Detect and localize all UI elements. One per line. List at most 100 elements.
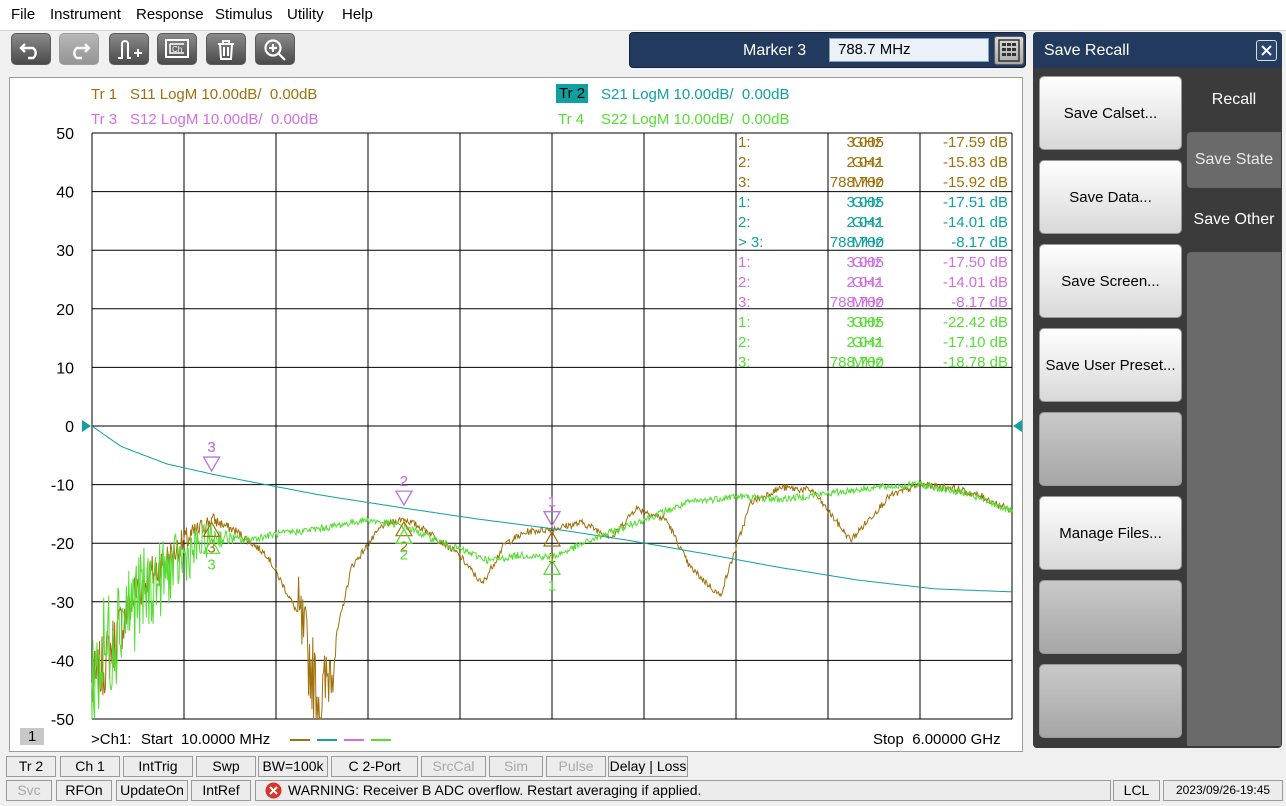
status-c-2-port[interactable]: C 2-Port xyxy=(331,756,418,777)
marker-readout-cell: -17.50 dB xyxy=(942,254,1008,271)
tab-recall[interactable]: Recall xyxy=(1187,72,1281,128)
status-swp[interactable]: Swp xyxy=(196,756,256,777)
marker-number-label: 3 xyxy=(207,439,215,456)
softkey-empty-7[interactable] xyxy=(1039,580,1182,654)
y-tick-label: -20 xyxy=(51,536,74,553)
marker-readout-cell: 2: xyxy=(738,334,751,351)
warning-text: WARNING: Receiver B ADC overflow. Restar… xyxy=(288,782,702,798)
marker-readout-cell: -17.51 dB xyxy=(942,194,1008,211)
trace-1-desc: S11 LogM 10.00dB/ 0.00dB xyxy=(130,86,318,103)
menu-response[interactable]: Response xyxy=(136,6,204,23)
marker-number-label: 2 xyxy=(400,473,408,490)
measurement-window[interactable]: 50 40 30 20 10 0 -10 -20 -30 -40 -50 1 1 1 1 2 2 2 2 3 3 3 3 T… xyxy=(9,77,1023,752)
marker-readout-cell: MHz xyxy=(852,354,883,371)
trace-s22 xyxy=(91,479,1013,720)
delete-button[interactable] xyxy=(206,33,246,65)
save-data-button[interactable]: Save Data... xyxy=(1039,160,1182,234)
undo-icon xyxy=(19,43,37,60)
stop-frequency[interactable]: Stop 6.00000 GHz xyxy=(873,731,1001,748)
zoom-button[interactable] xyxy=(255,33,295,65)
tab-save-other[interactable]: Save Other xyxy=(1187,192,1281,248)
status-ch-1[interactable]: Ch 1 xyxy=(60,756,120,777)
y-tick-label: -30 xyxy=(51,595,74,612)
undo-button[interactable] xyxy=(11,33,51,65)
marker-readout-cell: 788.700 xyxy=(829,234,884,251)
marker-readout-cell: -8.17 dB xyxy=(951,294,1008,311)
menu-instrument[interactable]: Instrument xyxy=(50,6,121,23)
marker-triangle xyxy=(542,559,562,575)
marker-readout-cell: 788.700 xyxy=(829,174,884,191)
marker-readout-cell: 2.041 xyxy=(846,154,884,171)
date-time: 2023/09/26-19:45 xyxy=(1163,780,1283,801)
marker-add-icon xyxy=(118,40,142,59)
redo-button[interactable] xyxy=(59,33,99,65)
marker-readout-cell: 3.005 xyxy=(846,254,884,271)
y-tick-label: -10 xyxy=(51,478,74,495)
marker-readout-cell: -17.59 dB xyxy=(942,134,1008,151)
status-svc[interactable]: Svc xyxy=(6,780,52,801)
marker-triangle xyxy=(394,490,413,507)
save-user-preset-button[interactable]: Save User Preset... xyxy=(1039,328,1182,402)
save-calset-button[interactable]: Save Calset... xyxy=(1039,76,1182,150)
trace-1-id[interactable]: Tr 1 xyxy=(91,86,118,103)
marker-readout-cell: -17.10 dB xyxy=(942,334,1008,351)
status-inttrig[interactable]: IntTrig xyxy=(123,756,193,777)
softkey-empty-5[interactable] xyxy=(1039,412,1182,486)
marker-readout-cell: MHz xyxy=(852,174,883,191)
save-screen-button[interactable]: Save Screen... xyxy=(1039,244,1182,318)
channel-window-icon: Ch xyxy=(165,39,189,58)
marker-readout-cell: GHz xyxy=(852,314,882,331)
marker-readout-cell: 1: xyxy=(738,254,751,271)
menu-utility[interactable]: Utility xyxy=(287,6,324,23)
status-delay-loss[interactable]: Delay | Loss xyxy=(608,756,688,777)
trace-2-desc: S21 LogM 10.00dB/ 0.00dB xyxy=(601,86,790,103)
status-intref[interactable]: IntRef xyxy=(191,780,251,801)
status-updateon[interactable]: UpdateOn xyxy=(116,780,188,801)
reference-level-marker-left xyxy=(82,420,91,432)
trace-3-id[interactable]: Tr 3 xyxy=(91,111,118,128)
status-rfon[interactable]: RFOn xyxy=(56,780,112,801)
status-sim[interactable]: Sim xyxy=(489,756,543,777)
menu-help[interactable]: Help xyxy=(342,6,373,23)
softkey-empty-8[interactable] xyxy=(1039,664,1182,738)
menu-file[interactable]: File xyxy=(11,6,36,23)
trace-4-id[interactable]: Tr 4 xyxy=(558,111,585,128)
marker-number-label: 2 xyxy=(400,546,408,563)
marker-readout-cell: 3: xyxy=(738,354,751,371)
lcl-indicator: LCL xyxy=(1113,780,1160,801)
marker-readout-cell: -15.83 dB xyxy=(942,154,1008,171)
status-srccal[interactable]: SrcCal xyxy=(421,756,486,777)
marker-readout-cell: 3: xyxy=(738,174,751,191)
panel-close-button[interactable] xyxy=(1256,40,1277,61)
marker-readout-cell: GHz xyxy=(852,254,882,271)
marker-readout-cell: -8.17 dB xyxy=(951,234,1008,251)
trace-4-desc: S22 LogM 10.00dB/ 0.00dB xyxy=(601,111,790,128)
status-pulse[interactable]: Pulse xyxy=(546,756,606,777)
marker-readout-cell: -18.78 dB xyxy=(942,354,1008,371)
window-number: 1 xyxy=(20,728,45,745)
channel-label: >Ch1: xyxy=(91,731,132,748)
status-tr-2[interactable]: Tr 2 xyxy=(6,756,56,777)
trace-2-id[interactable]: Tr 2 xyxy=(556,84,589,103)
marker-number-label: 2 xyxy=(400,473,408,490)
tab-save-state[interactable]: Save State xyxy=(1187,132,1281,188)
marker-number-label: 1 xyxy=(548,494,556,511)
channel-window-button[interactable]: Ch xyxy=(157,33,197,65)
marker-readout-cell: GHz xyxy=(852,274,882,291)
add-marker-button[interactable] xyxy=(109,33,149,65)
manage-files-button[interactable]: Manage Files... xyxy=(1039,496,1182,570)
marker-readout-cell: 3.005 xyxy=(846,194,884,211)
start-frequency[interactable]: Start 10.0000 MHz xyxy=(141,731,271,748)
menu-stimulus[interactable]: Stimulus xyxy=(215,6,273,23)
marker-readout-cell: GHz xyxy=(852,334,882,351)
keypad-button[interactable] xyxy=(994,36,1024,65)
marker-readout-cell: 2: xyxy=(738,274,751,291)
trash-icon xyxy=(218,40,234,60)
marker-entry: Marker 3 788.7 MHz xyxy=(629,32,1026,68)
marker-readout-cell: MHz xyxy=(852,234,883,251)
marker-frequency-input[interactable]: 788.7 MHz xyxy=(829,38,989,62)
marker-readout-cell: 1: xyxy=(738,314,751,331)
marker-triangle xyxy=(202,456,221,473)
status-bw-100k[interactable]: BW=100k xyxy=(258,756,328,777)
